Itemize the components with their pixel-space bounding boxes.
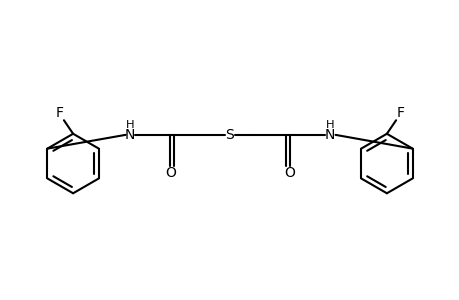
Text: F: F (396, 106, 403, 120)
Text: N: N (324, 128, 335, 142)
Text: F: F (56, 106, 63, 120)
Text: H: H (125, 120, 134, 130)
Text: N: N (124, 128, 135, 142)
Text: O: O (165, 166, 175, 180)
Text: O: O (284, 166, 294, 180)
Text: S: S (225, 128, 234, 142)
Text: H: H (325, 120, 334, 130)
